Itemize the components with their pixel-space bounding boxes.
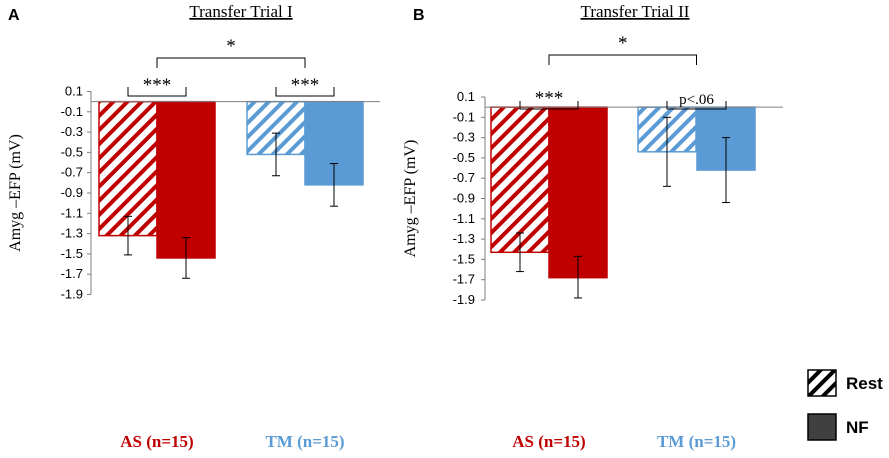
significance-label: *** [535, 88, 564, 109]
y-tick-label: -0.3 [453, 130, 475, 145]
y-tick-label: -1.9 [61, 287, 83, 302]
y-tick-label: -0.1 [453, 109, 475, 124]
bar-as-rest [490, 106, 550, 254]
category-label: TM (n=15) [657, 432, 736, 451]
significance-bracket: *** [127, 75, 187, 97]
y-tick-label: -1.3 [61, 226, 83, 241]
y-tick-label: -0.9 [453, 191, 475, 206]
category-label: TM (n=15) [265, 432, 344, 451]
legend: Rest NF [807, 369, 883, 441]
error-bar [516, 232, 524, 273]
error-bar [182, 237, 190, 279]
legend-swatch-rest [807, 369, 837, 397]
significance-label: *** [143, 75, 172, 96]
y-tick-label: -1.7 [61, 266, 83, 281]
y-tick-label: -0.1 [61, 104, 83, 119]
y-tick-label: -0.5 [453, 150, 475, 165]
panel-letter: B [413, 7, 425, 24]
y-tick-label: -1.1 [61, 205, 83, 220]
y-axis-label: Amyg –EFP (mV) [7, 134, 24, 252]
significance-label: *** [291, 75, 320, 96]
y-tick-label: -0.9 [61, 185, 83, 200]
y-tick-label: -1.9 [453, 292, 475, 307]
significance-bracket: *** [275, 75, 335, 97]
error-bar [124, 215, 132, 256]
significance-bracket-between: * [548, 33, 697, 65]
y-tick-label: -1.5 [453, 251, 475, 266]
y-tick-label: -1.3 [453, 231, 475, 246]
error-bar [663, 116, 671, 187]
y-tick-label: -0.5 [61, 144, 83, 159]
y-axis-label: Amyg –EFP (mV) [402, 140, 419, 258]
y-tick-label: -0.3 [61, 124, 83, 139]
significance-bracket: p<.06 [666, 92, 727, 110]
bar-as-nf [548, 106, 608, 279]
category-label: AS (n=15) [512, 432, 585, 451]
chart-title: Transfer Trial I [189, 2, 293, 21]
bar-as-nf [156, 100, 216, 259]
legend-label-rest: Rest [846, 374, 883, 393]
significance-label: * [618, 33, 628, 54]
error-bar [722, 137, 730, 204]
significance-label: p<.06 [679, 92, 714, 108]
category-label: AS (n=15) [120, 432, 193, 451]
panel-letter: A [8, 7, 20, 24]
y-tick-label: 0.1 [457, 89, 475, 104]
legend-swatch-nf [807, 413, 837, 441]
chart-panel-b: B Transfer Trial II Amyg –EFP (mV) 0.1 -0.1 -… [402, 2, 783, 451]
significance-label: * [226, 36, 236, 57]
significance-bracket: *** [519, 88, 579, 110]
legend-label-nf: NF [846, 418, 869, 437]
y-tick-label: 0.1 [65, 84, 83, 99]
y-tick-label: -1.1 [453, 211, 475, 226]
y-tick-label: -0.7 [453, 170, 475, 185]
significance-bracket-between: * [156, 36, 306, 68]
y-tick-label: -1.7 [453, 272, 475, 287]
error-bar [330, 163, 338, 207]
error-bar [272, 132, 280, 177]
y-tick-label: -1.5 [61, 246, 83, 261]
chart-panel-a: A Transfer Trial I Amyg –EFP (mV) 0.1 -0.1 -0… [7, 2, 380, 451]
y-tick-label: -0.7 [61, 165, 83, 180]
bar-as-rest [98, 100, 158, 237]
error-bar [574, 255, 582, 299]
chart-title: Transfer Trial II [581, 2, 690, 21]
